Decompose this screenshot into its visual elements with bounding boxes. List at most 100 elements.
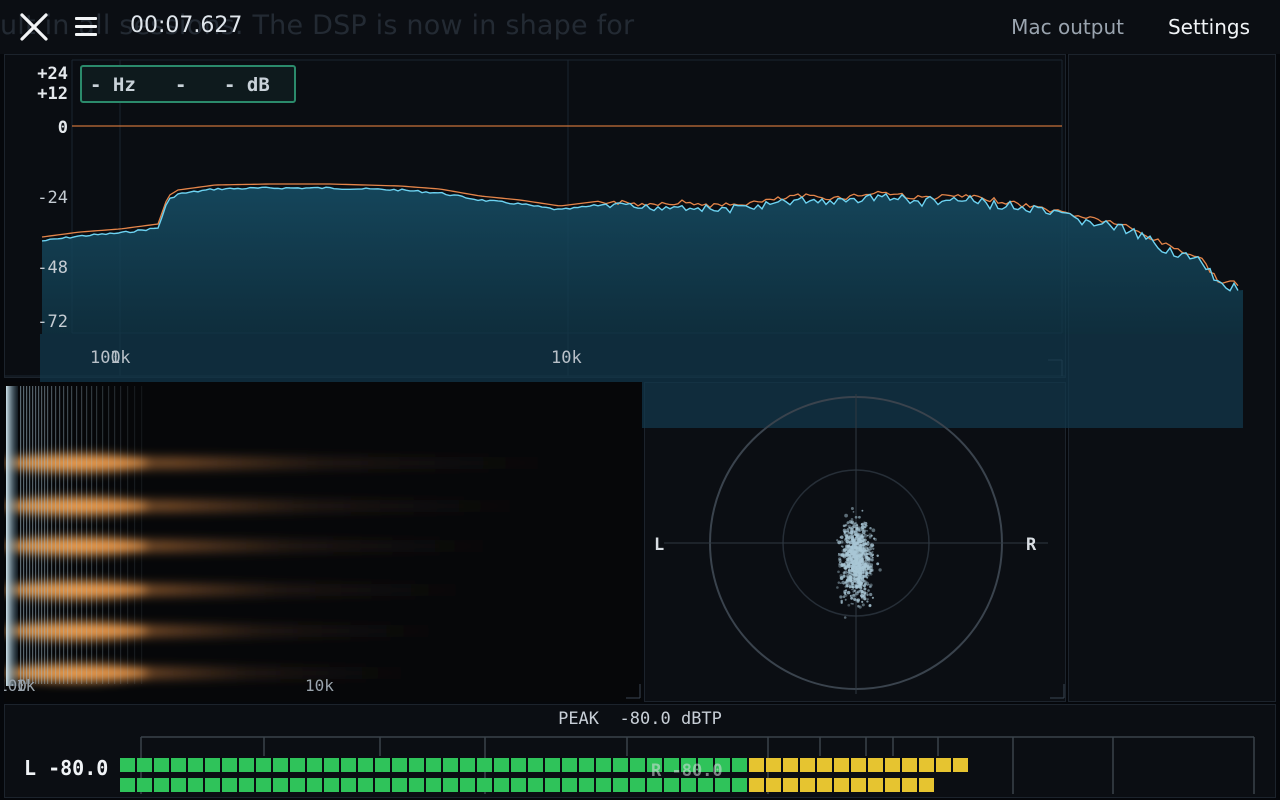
meter-segment bbox=[613, 758, 628, 772]
vectorscope-point bbox=[866, 576, 869, 579]
vectorscope-point bbox=[848, 541, 850, 544]
y-tick-0: 0 bbox=[58, 118, 68, 138]
meter-segment bbox=[545, 778, 560, 792]
vectorscope-point bbox=[847, 554, 850, 557]
vectorscope-point bbox=[861, 509, 864, 512]
vectorscope-point bbox=[873, 537, 876, 540]
vectorscope-point bbox=[848, 570, 851, 573]
vectorscope-point bbox=[852, 548, 855, 551]
spectrogram-edge-glow bbox=[6, 386, 18, 686]
vectorscope-point bbox=[855, 541, 859, 545]
meter-segment bbox=[681, 778, 696, 792]
vectorscope-point bbox=[846, 521, 850, 525]
meter-segment bbox=[817, 758, 832, 772]
vectorscope-point bbox=[848, 527, 851, 529]
vectorscope-point bbox=[864, 521, 868, 526]
vectorscope-point bbox=[855, 528, 857, 531]
settings-button[interactable]: Settings bbox=[1167, 15, 1250, 39]
vectorscope-point bbox=[840, 545, 843, 548]
low-freq-stripe bbox=[59, 386, 61, 684]
meter-segment bbox=[800, 758, 815, 772]
vectorscope-point bbox=[840, 553, 845, 558]
vectorscope-point bbox=[843, 548, 847, 552]
meter-segment bbox=[885, 778, 900, 792]
vectorscope-point bbox=[848, 519, 853, 524]
vectorscope-point bbox=[863, 534, 868, 538]
vectorscope-point bbox=[857, 569, 861, 572]
vectorscope-point bbox=[850, 602, 853, 605]
vectorscope-point bbox=[855, 554, 859, 558]
meter-segment bbox=[409, 778, 424, 792]
vectorscope-point bbox=[872, 556, 874, 559]
meter-segment bbox=[562, 758, 577, 772]
vectorscope-points bbox=[836, 507, 882, 619]
harmonic-tail bbox=[64, 500, 554, 512]
meter-segment bbox=[579, 758, 594, 772]
vectorscope-point bbox=[861, 600, 864, 604]
vectorscope-point bbox=[853, 545, 856, 548]
vectorscope-point bbox=[861, 528, 865, 532]
vectorscope-point bbox=[849, 594, 852, 597]
menu-icon[interactable] bbox=[73, 14, 99, 40]
vectorscope-point bbox=[869, 527, 872, 530]
meter-segment bbox=[239, 778, 254, 792]
vectorscope-point bbox=[847, 528, 849, 530]
meter-segment bbox=[290, 758, 305, 772]
low-freq-stripe bbox=[32, 386, 34, 684]
vectorscope-point bbox=[844, 513, 848, 518]
vectorscope-point bbox=[840, 540, 844, 544]
vectorscope-point bbox=[850, 507, 854, 510]
vectorscope-point bbox=[844, 570, 848, 574]
meter-segment bbox=[630, 758, 645, 772]
vectorscope-point bbox=[848, 535, 852, 538]
meter-segment bbox=[137, 778, 152, 792]
meter-segment bbox=[443, 758, 458, 772]
spectrogram[interactable]: 100 1k 10k bbox=[4, 382, 644, 702]
background-caption: ult in all sessions. The DSP is now in s… bbox=[0, 10, 635, 41]
cursor-readout[interactable]: - Hz - - dB bbox=[80, 65, 296, 103]
meter-segment bbox=[188, 758, 203, 772]
vectorscope-point bbox=[842, 595, 846, 599]
low-freq-stripe bbox=[91, 386, 93, 684]
x-tick-1k: 1k bbox=[110, 348, 130, 368]
vectorscope-point bbox=[845, 530, 848, 533]
close-icon[interactable] bbox=[18, 12, 50, 42]
vectorscope-point bbox=[861, 576, 865, 579]
vectorscope-point bbox=[854, 591, 859, 596]
vectorscope-point bbox=[850, 521, 854, 525]
y-tick-minus24: -24 bbox=[37, 188, 68, 208]
vectorscope-point bbox=[855, 524, 859, 527]
vectorscope-point bbox=[847, 582, 850, 585]
meter-segment bbox=[749, 758, 764, 772]
vectorscope-point bbox=[857, 577, 861, 581]
meter-segment bbox=[443, 778, 458, 792]
vectorscope-point bbox=[863, 587, 867, 591]
peak-unit: dBTP bbox=[680, 709, 722, 729]
meter-segment bbox=[392, 778, 407, 792]
meter-segment bbox=[392, 758, 407, 772]
vectorscope-left-label: L bbox=[654, 535, 664, 555]
meter-segment bbox=[698, 778, 713, 792]
meter-segment bbox=[307, 778, 322, 792]
vectorscope-point bbox=[848, 563, 851, 565]
vectorscope-point bbox=[838, 553, 840, 555]
vectorscope-point bbox=[863, 533, 866, 536]
vectorscope-point bbox=[847, 571, 850, 574]
vectorscope-point bbox=[871, 528, 876, 533]
output-device-selector[interactable]: Mac output bbox=[1011, 15, 1124, 39]
meter-segment bbox=[766, 778, 781, 792]
vectorscope-point bbox=[857, 547, 861, 552]
meter-segment bbox=[511, 758, 526, 772]
vectorscope-point bbox=[848, 566, 851, 569]
meter-segment bbox=[494, 778, 509, 792]
vectorscope-point bbox=[854, 522, 857, 525]
vectorscope-point bbox=[852, 588, 854, 591]
vectorscope-point bbox=[843, 532, 847, 536]
meter-segment bbox=[596, 778, 611, 792]
vectorscope-point bbox=[844, 523, 848, 527]
vectorscope-point bbox=[858, 556, 861, 560]
vectorscope-point bbox=[861, 603, 865, 607]
vectorscope-point bbox=[844, 551, 849, 556]
vectorscope-point bbox=[846, 563, 849, 566]
vectorscope[interactable]: L R bbox=[644, 382, 1066, 702]
